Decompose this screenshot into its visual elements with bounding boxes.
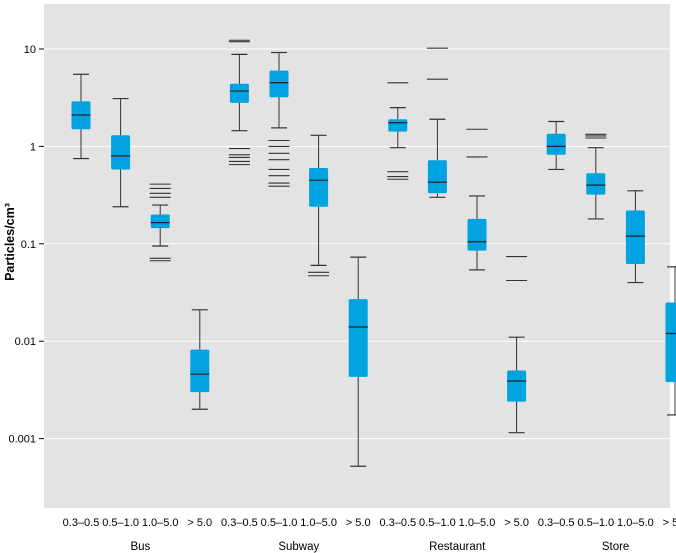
box-iqr (150, 214, 170, 229)
x-tick-label: 0.5–1.0 (577, 517, 614, 529)
box-iqr (467, 218, 487, 251)
x-tick-label: > 5.0 (504, 517, 529, 529)
x-tick-label: 1.0–5.0 (300, 517, 337, 529)
x-tick-label: 0.3–0.5 (538, 517, 575, 529)
x-tick-label: > 5.0 (663, 517, 676, 529)
y-axis-label: Particles/cm³ (3, 203, 17, 281)
box-iqr (229, 83, 249, 103)
group-label: Bus (130, 541, 150, 553)
box-iqr (507, 370, 527, 402)
group-label: Restaurant (429, 541, 486, 553)
group-label: Store (602, 541, 630, 553)
box-iqr (190, 349, 210, 393)
box-iqr (348, 299, 368, 377)
x-tick-label: 0.3–0.5 (379, 517, 416, 529)
boxes (71, 39, 676, 467)
group-label: Subway (278, 541, 319, 553)
y-tick-label: 1 (30, 141, 36, 153)
y-tick-label: 0.01 (15, 336, 36, 348)
y-tick-label: 0.1 (21, 239, 36, 251)
box-iqr (388, 119, 408, 132)
x-tick-label: 1.0–5.0 (617, 517, 654, 529)
box-iqr (269, 70, 289, 98)
x-tick-label: > 5.0 (346, 517, 371, 529)
box-iqr (546, 133, 566, 155)
x-tick-label: 0.5–1.0 (261, 517, 298, 529)
box-iqr (309, 168, 329, 207)
box-iqr (665, 302, 676, 383)
x-tick-label: 0.3–0.5 (63, 517, 100, 529)
box-iqr (427, 160, 447, 194)
x-tick-label: 1.0–5.0 (459, 517, 496, 529)
box-iqr (586, 173, 606, 195)
x-tick-label: 0.5–1.0 (102, 517, 139, 529)
y-axis: 10 1 0.1 0.01 0.001 (8, 44, 44, 446)
x-tick-label: 0.3–0.5 (221, 517, 258, 529)
box-iqr (111, 135, 131, 170)
box-iqr (625, 210, 645, 265)
x-tick-label: 1.0–5.0 (142, 517, 179, 529)
plot-background (44, 4, 670, 508)
y-tick-label: 10 (24, 44, 36, 56)
x-tick-label: 0.5–1.0 (419, 517, 456, 529)
y-tick-label: 0.001 (8, 434, 36, 446)
x-tick-label: > 5.0 (187, 517, 212, 529)
